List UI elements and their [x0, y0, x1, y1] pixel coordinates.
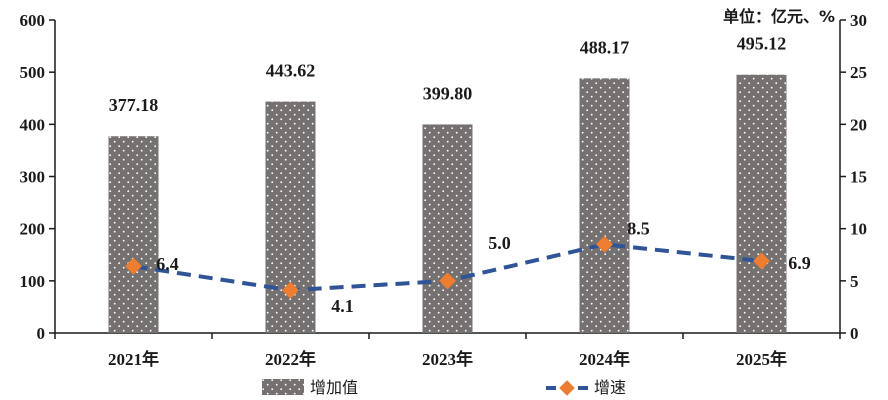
y-left-tick-label: 300 [20, 168, 46, 187]
legend-label-line: 增速 [594, 378, 626, 397]
x-tick-label: 2022年 [265, 349, 316, 369]
x-axis-ticks: 2021年 2022年 2023年 2024年 2025年 [108, 349, 787, 369]
legend-swatch-bar [262, 379, 304, 395]
line-data-label: 6.9 [788, 253, 811, 273]
line-data-label: 8.5 [627, 218, 650, 238]
legend-label-bar: 增加值 [310, 378, 358, 397]
y-right-tick-label: 15 [850, 168, 867, 187]
unit-label: 单位：亿元、% [723, 7, 835, 26]
y-right-tick-label: 10 [850, 220, 867, 239]
bar-data-label: 399.80 [423, 83, 473, 103]
y-right-tick-label: 30 [850, 11, 867, 30]
y-right-tick-label: 25 [850, 63, 867, 82]
y-left-tick-label: 600 [20, 11, 46, 30]
line-data-label: 4.1 [331, 296, 354, 316]
line-marker [282, 281, 299, 299]
y-left-tick-label: 100 [20, 272, 46, 291]
bar-data-labels: 377.18 443.62 399.80 488.17 495.12 [109, 34, 787, 116]
y-left-tick-label: 200 [20, 220, 46, 239]
y-left-tick-label: 0 [37, 324, 46, 343]
bar [736, 74, 787, 333]
y-left-tick-label: 400 [20, 115, 46, 134]
bar [422, 124, 473, 333]
bar-data-label: 488.17 [580, 37, 630, 57]
line-data-label: 6.4 [156, 254, 179, 274]
axes: 0 100 200 300 400 500 600 0 5 10 15 20 25 30 [20, 11, 868, 343]
bar [579, 78, 630, 333]
x-tick-label: 2021年 [108, 349, 159, 369]
y-right-tick-label: 0 [850, 324, 859, 343]
legend-swatch-marker [559, 380, 575, 396]
bar-data-label: 443.62 [266, 61, 316, 81]
line-data-labels: 6.4 4.1 5.0 8.5 6.9 [156, 218, 811, 316]
line-marker [596, 235, 613, 253]
bar-data-label: 495.12 [737, 34, 787, 54]
y-right-tick-label: 20 [850, 115, 867, 134]
bar-data-label: 377.18 [109, 95, 159, 115]
x-tick-label: 2024年 [579, 349, 630, 369]
y-right-tick-label: 5 [850, 272, 859, 291]
legend: 增加值 增速 [262, 378, 626, 397]
y-left-tick-label: 500 [20, 63, 46, 82]
line-marker [439, 272, 456, 290]
bar-series [108, 74, 787, 333]
bar [108, 136, 159, 333]
line-data-label: 5.0 [488, 233, 511, 253]
x-tick-label: 2025年 [736, 349, 787, 369]
x-tick-label: 2023年 [422, 349, 473, 369]
